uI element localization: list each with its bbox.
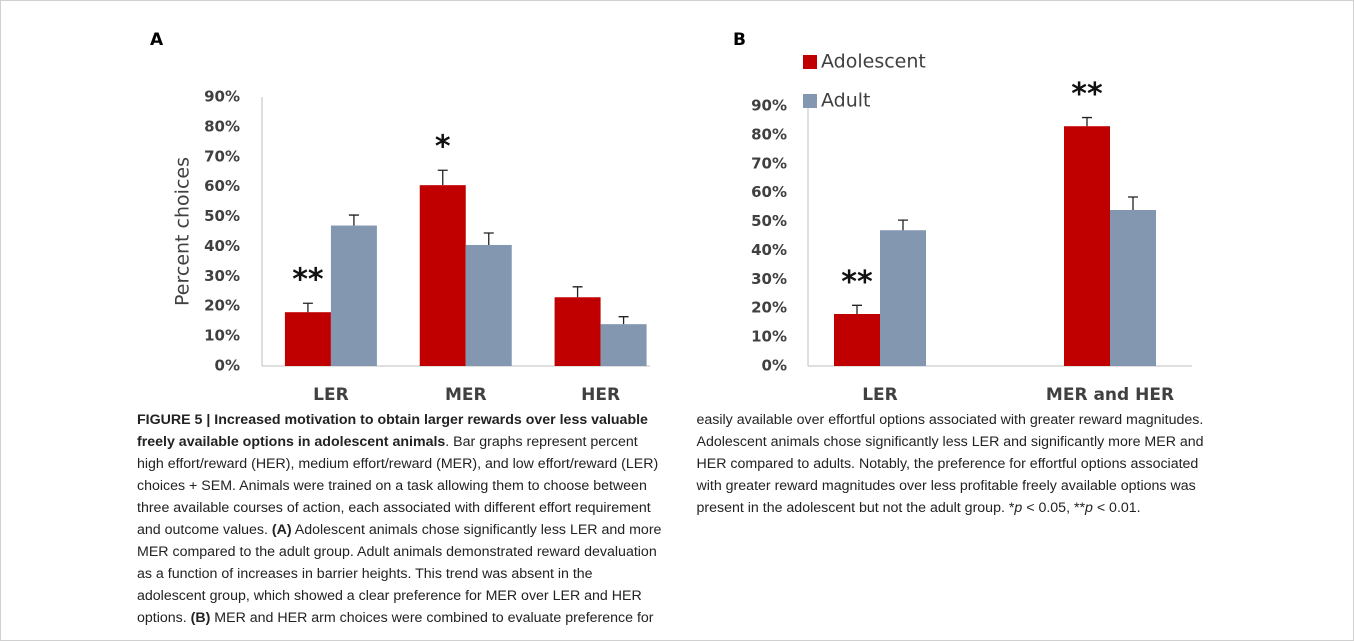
panel-label: B — [733, 30, 746, 50]
legend-swatch — [803, 94, 817, 108]
y-tick-label: 50% — [204, 207, 240, 225]
y-tick-label: 60% — [204, 177, 240, 195]
bar — [554, 297, 601, 366]
y-tick-label: 30% — [204, 267, 240, 285]
y-axis-label: Percent choices — [172, 157, 194, 306]
y-tick-label: 70% — [204, 147, 240, 165]
caption-text: (B) — [190, 610, 211, 626]
x-tick-label: MER and HER — [1046, 385, 1174, 405]
x-tick-label: HER — [581, 385, 620, 405]
y-tick-label: 90% — [751, 97, 787, 115]
caption-text: < 0.01. — [1092, 500, 1141, 516]
x-tick-label: LER — [313, 385, 349, 405]
bar — [834, 314, 880, 366]
legend-label: Adolescent — [821, 51, 926, 73]
bar — [330, 225, 377, 366]
y-tick-label: 30% — [751, 270, 787, 288]
error-bar — [483, 232, 494, 245]
error-bar — [572, 286, 583, 298]
error-bar — [437, 169, 448, 186]
error-bar — [348, 214, 359, 226]
y-tick-label: 10% — [204, 327, 240, 345]
y-tick-label: 80% — [204, 117, 240, 135]
caption-text: (A) — [271, 522, 292, 538]
caption-text: p — [1014, 500, 1023, 516]
figure-caption: FIGURE 5 | Increased motivation to obtai… — [137, 409, 1222, 639]
bar — [284, 312, 331, 366]
significance-label: * — [435, 130, 451, 165]
error-bar — [618, 316, 629, 325]
error-bar — [852, 304, 862, 314]
bar — [1064, 126, 1110, 366]
x-tick-label: LER — [862, 385, 898, 405]
charts: A 0% 10% 20% 30% 40% 50% 60% 70% 80% 90% Percent ch… — [150, 30, 1192, 405]
bar — [600, 324, 647, 366]
significance-label: ** — [841, 265, 873, 300]
caption-text: Adolescent animals chose significantly l… — [137, 522, 662, 626]
significance-label: ** — [1071, 77, 1103, 112]
y-tick-label: 20% — [204, 297, 240, 315]
x-tick-label: MER — [445, 385, 487, 405]
caption-text: . Bar graphs represent percent high effo… — [137, 434, 659, 538]
significance-label: ** — [292, 263, 324, 298]
caption-text: p — [1085, 500, 1093, 516]
y-tick-label: 0% — [215, 357, 240, 375]
y-tick-label: 0% — [762, 357, 787, 375]
y-tick-label: 60% — [751, 183, 787, 201]
panel-label: A — [150, 30, 164, 50]
y-tick-label: 10% — [751, 328, 787, 346]
bar — [465, 244, 512, 366]
caption-text: < 0.05, ** — [1022, 500, 1085, 516]
caption-text: FIGURE 5 | Increased motivation to obtai… — [137, 412, 648, 450]
caption-text: MER and HER arm choices were combined to… — [210, 412, 1204, 626]
y-tick-label: 50% — [751, 212, 787, 230]
error-bar — [302, 302, 313, 313]
error-bar — [1082, 116, 1092, 127]
error-bar — [898, 219, 908, 231]
y-tick-label: 40% — [204, 237, 240, 255]
y-tick-label: 80% — [751, 125, 787, 143]
bar — [419, 185, 466, 366]
y-tick-label: 90% — [204, 88, 240, 106]
bar — [1110, 210, 1156, 366]
error-bar — [1128, 196, 1138, 210]
caption-text: * — [1008, 500, 1015, 516]
y-tick-label: 20% — [751, 299, 787, 317]
legend-label: Adult — [821, 90, 871, 112]
y-tick-label: 70% — [751, 154, 787, 172]
y-tick-label: 40% — [751, 241, 787, 259]
bar — [880, 230, 926, 366]
legend-swatch — [803, 55, 817, 69]
